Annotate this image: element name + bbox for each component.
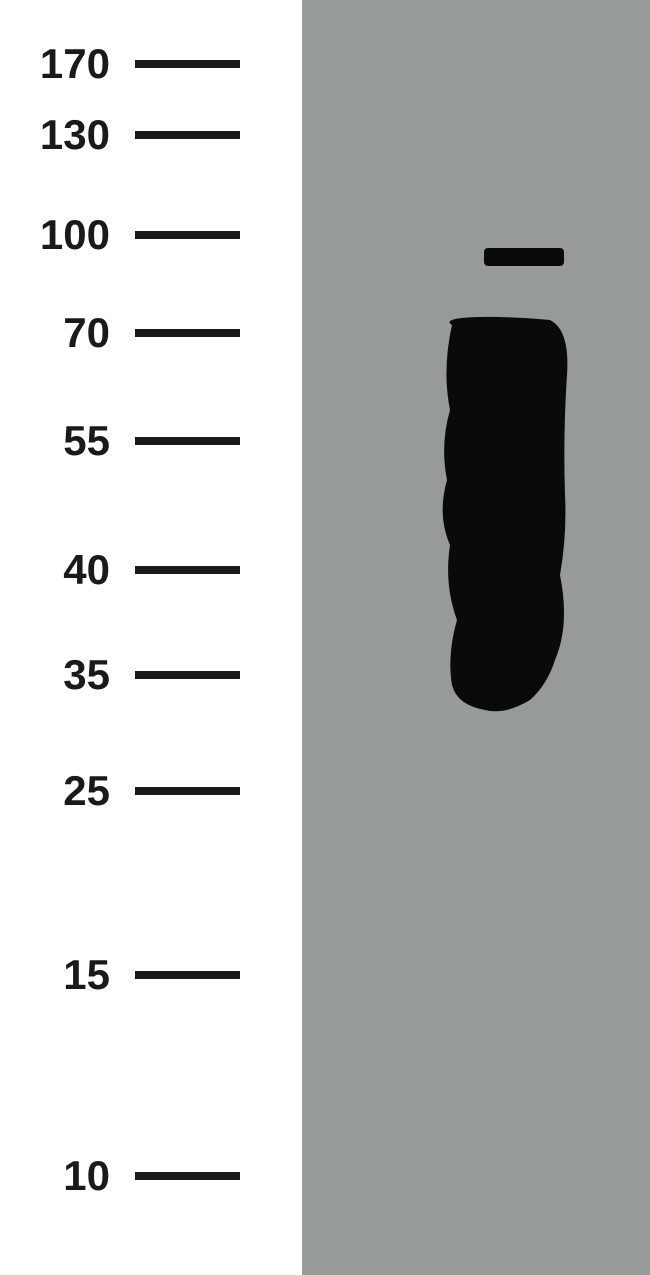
marker-tick-10 — [135, 1172, 240, 1180]
marker-tick-15 — [135, 971, 240, 979]
protein-smear-1 — [422, 315, 595, 730]
marker-tick-55 — [135, 437, 240, 445]
marker-tick-100 — [135, 231, 240, 239]
protein-band-0 — [484, 248, 564, 266]
blot-membrane — [302, 0, 650, 1275]
marker-tick-130 — [135, 131, 240, 139]
marker-label-170: 170 — [10, 40, 110, 88]
marker-tick-70 — [135, 329, 240, 337]
marker-label-130: 130 — [10, 111, 110, 159]
marker-tick-170 — [135, 60, 240, 68]
marker-label-10: 10 — [10, 1152, 110, 1200]
marker-tick-40 — [135, 566, 240, 574]
marker-label-100: 100 — [10, 211, 110, 259]
western-blot-figure: 170 130 100 70 55 40 35 25 15 10 — [0, 0, 650, 1275]
marker-label-40: 40 — [10, 546, 110, 594]
marker-label-70: 70 — [10, 309, 110, 357]
marker-tick-25 — [135, 787, 240, 795]
marker-label-15: 15 — [10, 951, 110, 999]
marker-label-55: 55 — [10, 417, 110, 465]
marker-label-35: 35 — [10, 651, 110, 699]
marker-tick-35 — [135, 671, 240, 679]
marker-label-25: 25 — [10, 767, 110, 815]
